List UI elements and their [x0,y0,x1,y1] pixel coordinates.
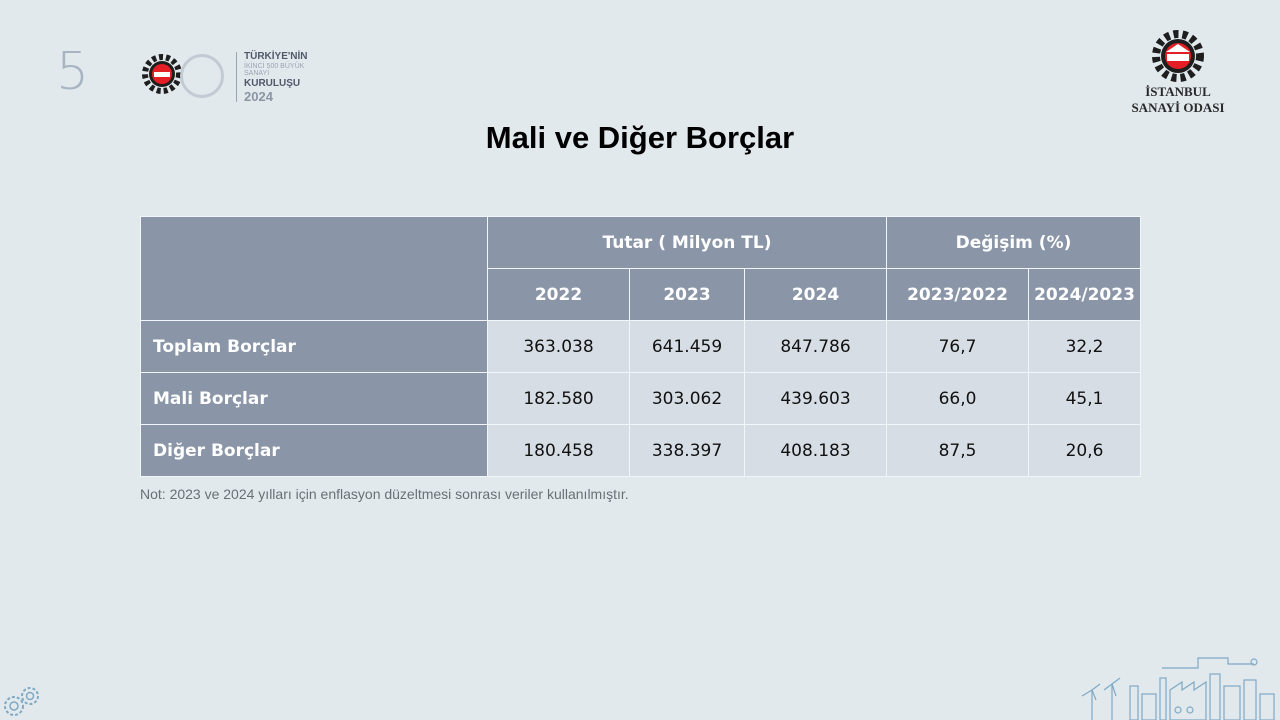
table-header-row-1: Tutar ( Milyon TL) Değişim (%) [140,216,1141,321]
logo-line3: KURULUŞU [244,78,301,90]
table-cell: 20,6 [1028,424,1141,477]
table-corner-cell [140,216,488,321]
table-cell: 363.038 [487,320,630,373]
table-cell: 303.062 [629,372,745,425]
gears-decoration-icon [4,687,39,716]
table-cell: 87,5 [886,424,1029,477]
row-label-diger-borclar: Diğer Borçlar [140,424,488,477]
table-cell: 45,1 [1028,372,1141,425]
logo-line2: İKİNCİ 500 BÜYÜK SANAYİ [244,62,305,77]
header-col-2022: 2022 [487,268,630,321]
logo-year: 2024 [244,88,273,104]
table-cell: 76,7 [886,320,1029,373]
row-label-mali-borclar: Mali Borçlar [140,372,488,425]
table-cell: 32,2 [1028,320,1141,373]
debts-table: Tutar ( Milyon TL) Değişim (%) 2022 2023… [140,216,1141,477]
header-col-2023-2022: 2023/2022 [886,268,1029,321]
table-row: Toplam Borçlar 363.038 641.459 847.786 7… [140,320,1141,373]
footnote: Not: 2023 ve 2024 yılları için enflasyon… [140,486,629,502]
header-amount: Tutar ( Milyon TL) [487,216,887,269]
iso-gear-icon [1152,30,1204,82]
iso-name-line2: SANAYİ ODASI [1131,100,1225,116]
iso-gear-small-icon [142,54,182,94]
table-cell: 338.397 [629,424,745,477]
row-label-toplam-borclar: Toplam Borçlar [140,320,488,373]
table-row: Diğer Borçlar 180.458 338.397 408.183 87… [140,424,1141,477]
iso-name-line1: İSTANBUL [1145,84,1211,99]
header-col-2024: 2024 [744,268,887,321]
page-title: Mali ve Diğer Borçlar [485,120,795,155]
table-cell: 641.459 [629,320,745,373]
table-cell: 66,0 [886,372,1029,425]
table-cell: 847.786 [744,320,887,373]
logo-number-five: 5 [56,42,89,102]
logo-zero-ring [180,54,224,98]
header-change: Değişim (%) [886,216,1141,269]
table-header-row-2: 2022 2023 2024 2023/2022 2024/2023 [141,268,1141,321]
header-col-2024-2023: 2024/2023 [1028,268,1141,321]
industrial-skyline-icon [1081,657,1275,720]
turkiye-500-logo: 5 TÜRKİYE'NİN İKİNCİ 500 BÜYÜK SANAYİ KU… [56,42,308,110]
header-col-2023: 2023 [629,268,745,321]
logo-divider [236,52,237,102]
istanbul-sanayi-odasi-logo: İSTANBUL SANAYİ ODASI [1108,30,1248,117]
logo-line1: TÜRKİYE'NİN [244,51,308,62]
table-cell: 182.580 [487,372,630,425]
table-cell: 180.458 [487,424,630,477]
table-cell: 439.603 [744,372,887,425]
table-cell: 408.183 [744,424,887,477]
table-row: Mali Borçlar 182.580 303.062 439.603 66,… [140,372,1141,425]
